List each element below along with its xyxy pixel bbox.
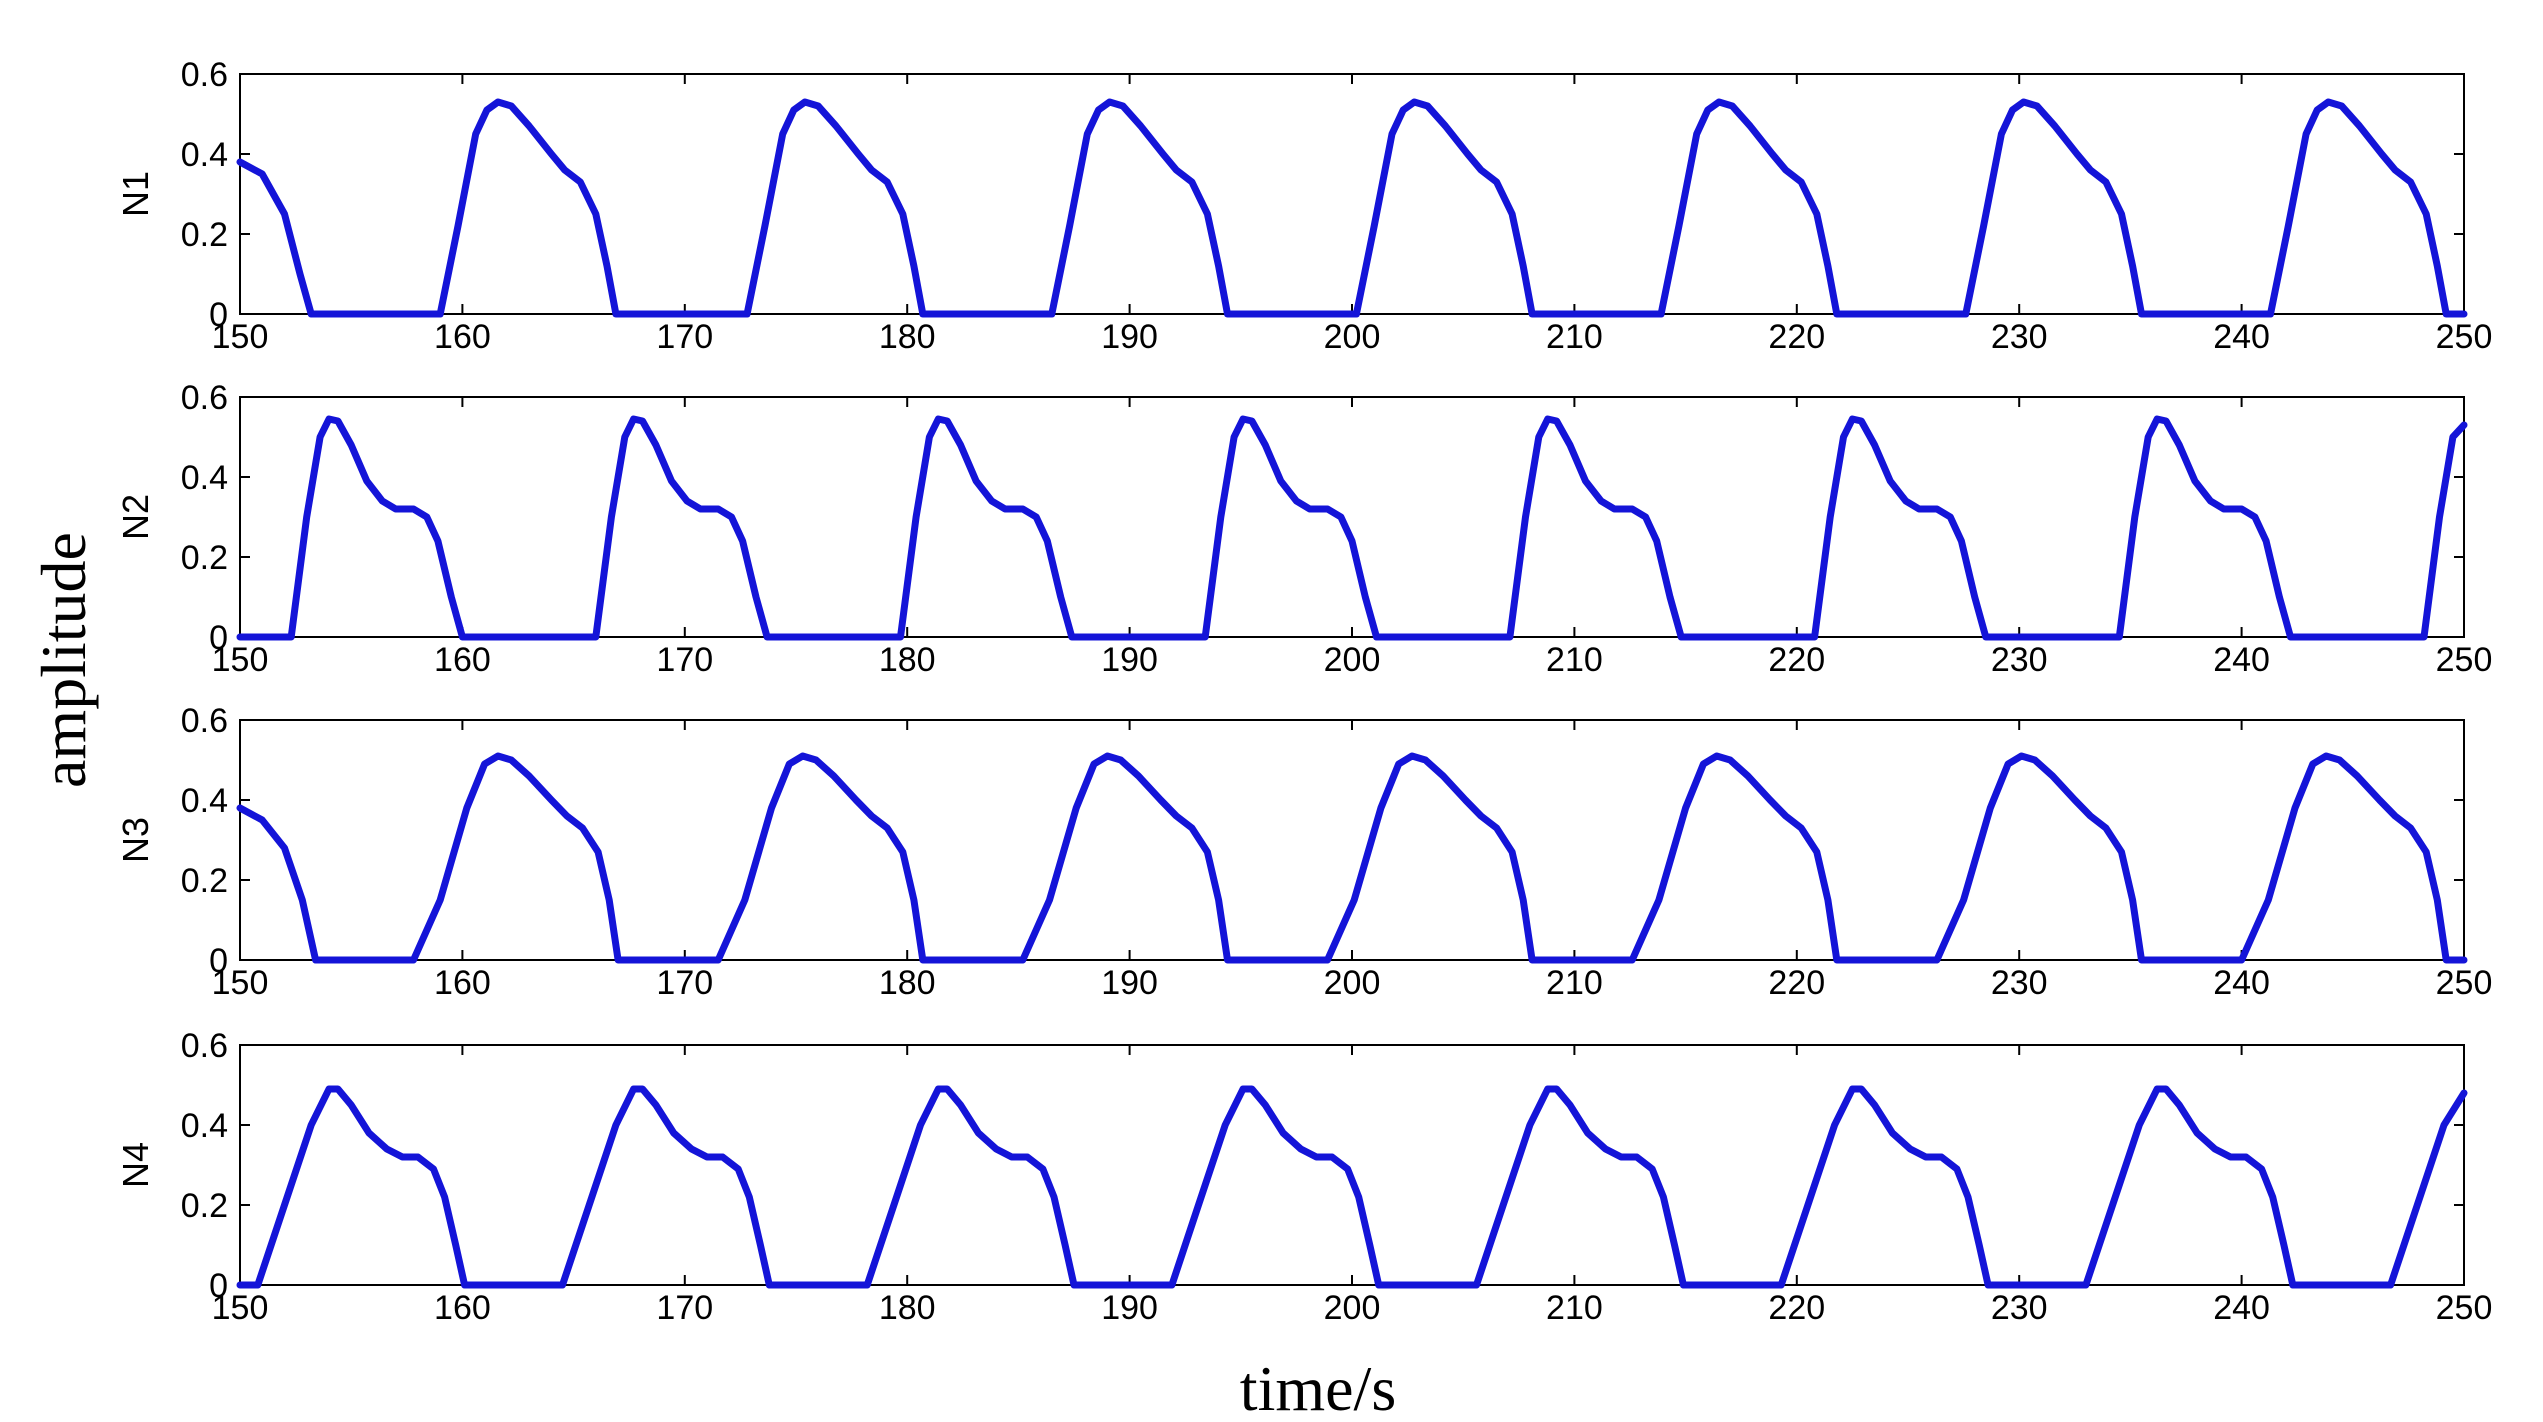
x-tick-label: 170 bbox=[656, 641, 713, 679]
x-tick-label: 200 bbox=[1324, 964, 1381, 1002]
panel-ylabel: N4 bbox=[115, 1142, 156, 1188]
x-tick-label: 250 bbox=[2436, 318, 2493, 356]
y-tick-label: 0.6 bbox=[181, 1027, 228, 1065]
y-tick-label: 0 bbox=[209, 1267, 228, 1305]
x-tick-label: 240 bbox=[2213, 318, 2270, 356]
x-tick-label: 220 bbox=[1768, 641, 1825, 679]
panel-n2: 150 160 170 180 190 200 210 220 230 240 250 0 0.2 0.4… bbox=[115, 379, 2492, 679]
x-tick-label: 180 bbox=[879, 964, 936, 1002]
global-xlabel: time/s bbox=[1240, 1353, 1396, 1422]
x-tick-label: 210 bbox=[1546, 1289, 1603, 1327]
x-tick-label: 200 bbox=[1324, 318, 1381, 356]
panels: 150 160 170 180 190 200 210 220 230 240 250 0 0.2 0.4… bbox=[115, 56, 2492, 1327]
y-tick-label: 0.2 bbox=[181, 216, 228, 254]
x-tick-label: 240 bbox=[2213, 964, 2270, 1002]
x-tick-label: 160 bbox=[434, 641, 491, 679]
x-tick-label: 170 bbox=[656, 318, 713, 356]
x-tick-label: 180 bbox=[879, 318, 936, 356]
x-tick-label: 160 bbox=[434, 964, 491, 1002]
x-tick-label: 150 bbox=[212, 964, 269, 1002]
x-tick-label: 230 bbox=[1991, 641, 2048, 679]
panel-n3: 150 160 170 180 190 200 210 220 230 240 250 0 0.2 0.4… bbox=[115, 702, 2492, 1002]
x-tick-label: 160 bbox=[434, 318, 491, 356]
x-tick-label: 170 bbox=[656, 1289, 713, 1327]
x-tick-label: 220 bbox=[1768, 318, 1825, 356]
series-line-n3 bbox=[236, 752, 2468, 964]
global-ylabel: amplitude bbox=[28, 532, 99, 788]
panel-frame bbox=[239, 73, 2465, 315]
x-tick-label: 150 bbox=[212, 318, 269, 356]
y-tick-label: 0.6 bbox=[181, 379, 228, 417]
x-tick-label: 170 bbox=[656, 964, 713, 1002]
series-line-n4 bbox=[236, 1085, 2468, 1289]
x-tick-label: 150 bbox=[212, 1289, 269, 1327]
x-tick-label: 230 bbox=[1991, 318, 2048, 356]
y-tick-label: 0.2 bbox=[181, 539, 228, 577]
x-tick-label: 210 bbox=[1546, 318, 1603, 356]
y-tick-label: 0 bbox=[209, 942, 228, 980]
y-tick-label: 0.6 bbox=[181, 702, 228, 740]
x-tick-label: 230 bbox=[1991, 964, 2048, 1002]
x-tick-label: 190 bbox=[1101, 964, 1158, 1002]
x-tick-label: 200 bbox=[1324, 641, 1381, 679]
y-tick-label: 0.4 bbox=[181, 459, 228, 497]
x-tick-label: 250 bbox=[2436, 641, 2493, 679]
x-tick-label: 190 bbox=[1101, 641, 1158, 679]
x-tick-label: 210 bbox=[1546, 641, 1603, 679]
panel-n4: 150 160 170 180 190 200 210 220 230 240 250 0 0.2 0.4… bbox=[115, 1027, 2492, 1327]
x-tick-label: 240 bbox=[2213, 1289, 2270, 1327]
y-tick-label: 0.2 bbox=[181, 1187, 228, 1225]
y-tick-label: 0.4 bbox=[181, 1107, 228, 1145]
y-tick-label: 0 bbox=[209, 296, 228, 334]
x-tick-label: 200 bbox=[1324, 1289, 1381, 1327]
x-tick-label: 210 bbox=[1546, 964, 1603, 1002]
y-tick-label: 0.4 bbox=[181, 136, 228, 174]
x-tick-label: 220 bbox=[1768, 964, 1825, 1002]
panel-ylabel: N1 bbox=[115, 171, 156, 217]
series-line-n2 bbox=[236, 415, 2468, 641]
x-tick-label: 180 bbox=[879, 1289, 936, 1327]
x-tick-label: 160 bbox=[434, 1289, 491, 1327]
x-tick-label: 190 bbox=[1101, 1289, 1158, 1327]
x-tick-label: 230 bbox=[1991, 1289, 2048, 1327]
panel-frame bbox=[239, 719, 2465, 961]
panel-frame bbox=[239, 1044, 2465, 1286]
x-tick-label: 240 bbox=[2213, 641, 2270, 679]
y-tick-label: 0.4 bbox=[181, 782, 228, 820]
x-tick-label: 250 bbox=[2436, 964, 2493, 1002]
x-tick-label: 150 bbox=[212, 641, 269, 679]
y-tick-label: 0.2 bbox=[181, 862, 228, 900]
panel-frame bbox=[239, 396, 2465, 638]
x-tick-label: 220 bbox=[1768, 1289, 1825, 1327]
series-line-n1 bbox=[236, 98, 2468, 318]
panel-ylabel: N2 bbox=[115, 494, 156, 540]
panel-ylabel: N3 bbox=[115, 817, 156, 863]
x-tick-label: 180 bbox=[879, 641, 936, 679]
y-tick-label: 0 bbox=[209, 619, 228, 657]
y-tick-label: 0.6 bbox=[181, 56, 228, 94]
x-tick-label: 190 bbox=[1101, 318, 1158, 356]
panel-n1: 150 160 170 180 190 200 210 220 230 240 250 0 0.2 0.4… bbox=[115, 56, 2492, 356]
x-tick-label: 250 bbox=[2436, 1289, 2493, 1327]
